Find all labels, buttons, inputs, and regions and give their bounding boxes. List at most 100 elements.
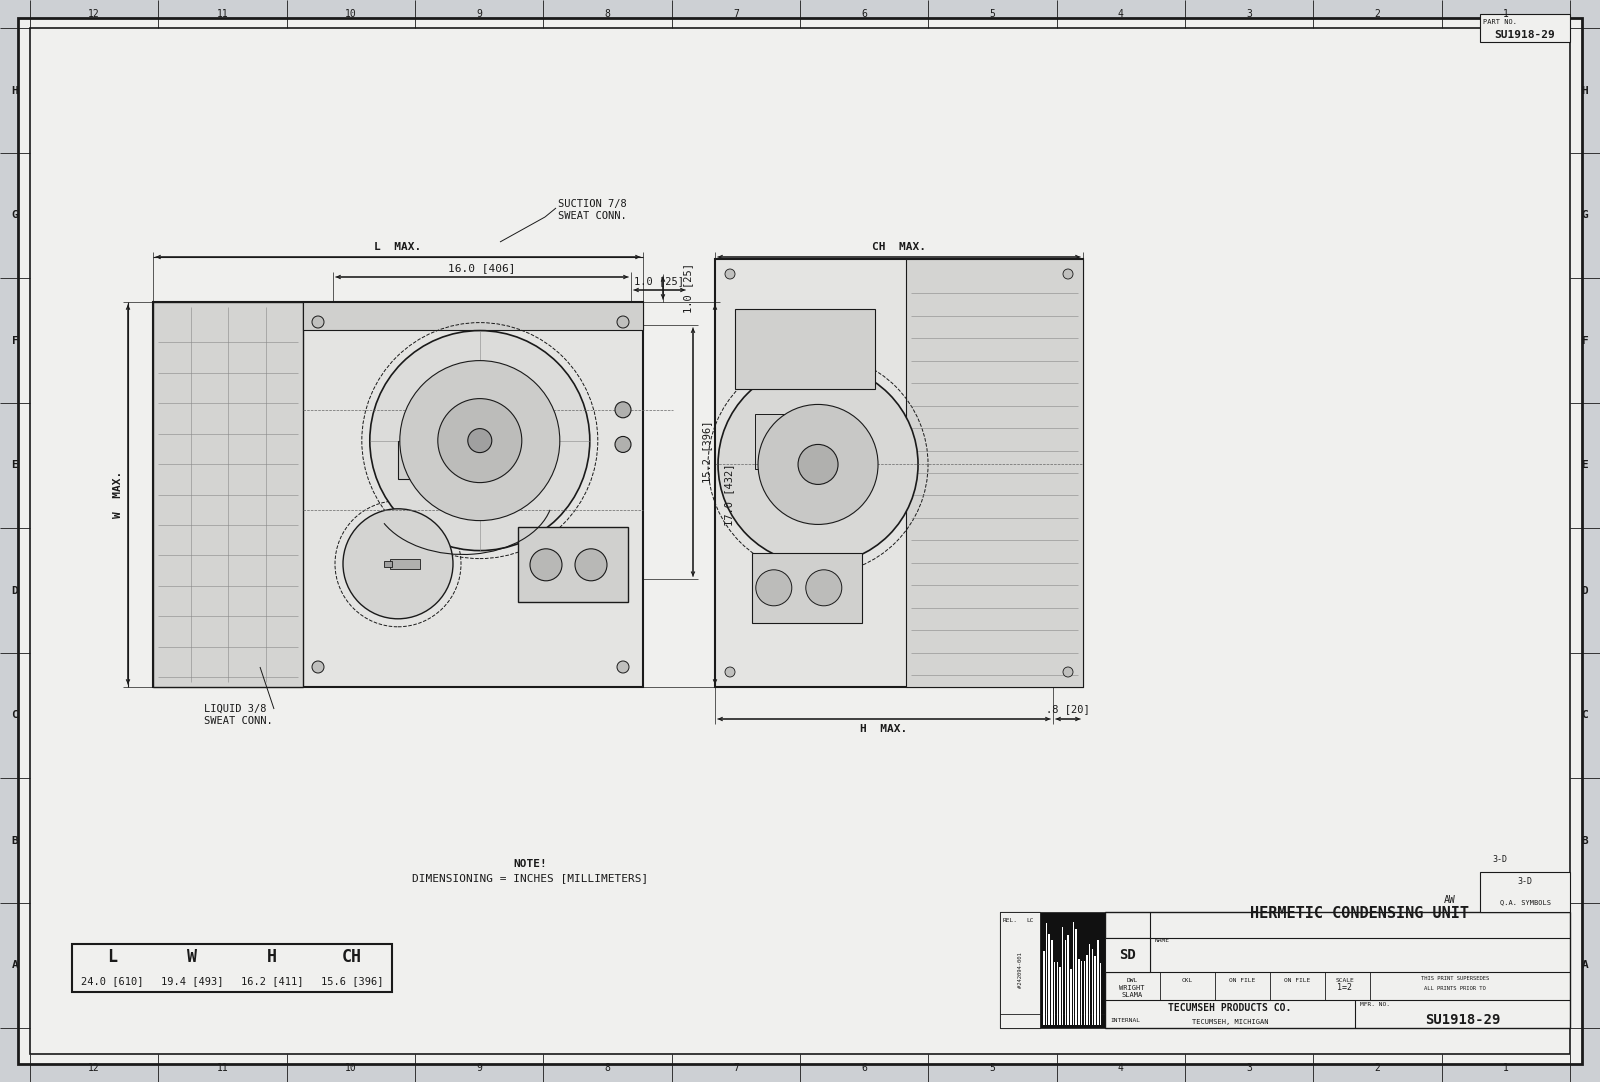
Text: NAME: NAME: [1155, 938, 1170, 944]
Text: H: H: [11, 85, 18, 95]
Text: .8 [20]: .8 [20]: [1046, 704, 1090, 714]
Circle shape: [467, 428, 491, 452]
Text: H: H: [267, 948, 277, 966]
Text: 2: 2: [1374, 1063, 1381, 1073]
Text: W  MAX.: W MAX.: [114, 471, 123, 518]
Text: PART NO.: PART NO.: [1483, 19, 1517, 25]
Text: LC: LC: [1026, 918, 1034, 923]
Text: 11: 11: [216, 9, 229, 19]
Bar: [398, 441, 453, 479]
Text: NOTE!: NOTE!: [514, 859, 547, 869]
Text: 3: 3: [1246, 9, 1253, 19]
Text: ALL PRINTS PRIOR TO: ALL PRINTS PRIOR TO: [1424, 986, 1486, 990]
Text: H: H: [1582, 85, 1589, 95]
Text: 7: 7: [733, 1063, 739, 1073]
Text: 10: 10: [346, 9, 357, 19]
Text: G: G: [11, 211, 18, 221]
Bar: [1106, 912, 1570, 1028]
Bar: [715, 259, 1083, 687]
Text: 1.0 [25]: 1.0 [25]: [683, 263, 693, 313]
Circle shape: [798, 445, 838, 485]
Text: L  MAX.: L MAX.: [374, 242, 422, 252]
Text: H  MAX.: H MAX.: [861, 724, 907, 734]
Text: CH  MAX.: CH MAX.: [872, 242, 926, 252]
Bar: [1106, 938, 1150, 972]
Text: #242094-001: #242094-001: [1018, 952, 1022, 988]
Text: 15.2 [396]: 15.2 [396]: [702, 421, 712, 484]
Text: L: L: [107, 948, 117, 966]
Bar: [384, 560, 392, 567]
Circle shape: [1062, 269, 1074, 279]
Text: 11: 11: [216, 1063, 229, 1073]
Text: 1.0 [25]: 1.0 [25]: [635, 276, 685, 286]
Circle shape: [312, 661, 323, 673]
Bar: [734, 309, 875, 390]
Text: SWEAT CONN.: SWEAT CONN.: [205, 716, 272, 726]
Circle shape: [755, 570, 792, 606]
Text: REL.: REL.: [1003, 918, 1018, 923]
Text: 3-D: 3-D: [1493, 856, 1507, 865]
Text: 12: 12: [88, 9, 101, 19]
Text: TECUMSEH, MICHIGAN: TECUMSEH, MICHIGAN: [1192, 1019, 1269, 1025]
Circle shape: [400, 360, 560, 520]
Circle shape: [725, 269, 734, 279]
Bar: [1000, 912, 1040, 1028]
Bar: [1000, 912, 1040, 1028]
Text: SUCTION 7/8: SUCTION 7/8: [558, 199, 627, 209]
Text: 3-D: 3-D: [1517, 878, 1533, 886]
Text: ON FILE: ON FILE: [1283, 977, 1310, 982]
Text: 9: 9: [477, 1063, 482, 1073]
Text: 9: 9: [477, 9, 482, 19]
Text: CKL: CKL: [1181, 977, 1192, 982]
Text: SD: SD: [1118, 948, 1136, 962]
Text: INTERNAL: INTERNAL: [1110, 1018, 1139, 1024]
Bar: [154, 302, 302, 687]
Text: ON FILE: ON FILE: [1229, 977, 1254, 982]
Circle shape: [618, 316, 629, 328]
Bar: [906, 259, 1083, 687]
Circle shape: [574, 549, 606, 581]
Text: SU1918-29: SU1918-29: [1426, 1013, 1501, 1027]
Text: 4: 4: [1118, 1063, 1123, 1073]
Text: 4: 4: [1118, 9, 1123, 19]
Text: DIMENSIONING = INCHES [MILLIMETERS]: DIMENSIONING = INCHES [MILLIMETERS]: [411, 873, 648, 883]
Circle shape: [312, 316, 323, 328]
Text: F: F: [1582, 335, 1589, 345]
Text: 15.6 [396]: 15.6 [396]: [320, 976, 384, 986]
Text: W: W: [187, 948, 197, 966]
Text: Q.A. SYMBOLS: Q.A. SYMBOLS: [1499, 899, 1550, 905]
Text: AW: AW: [1445, 895, 1456, 905]
Text: 5: 5: [989, 9, 995, 19]
Text: SU1918-29: SU1918-29: [1494, 30, 1555, 40]
Bar: [154, 302, 643, 687]
Text: 16.0 [406]: 16.0 [406]: [448, 263, 515, 273]
Circle shape: [438, 398, 522, 483]
Text: 5: 5: [989, 1063, 995, 1073]
Text: DWL: DWL: [1126, 977, 1138, 982]
Text: 2: 2: [1374, 9, 1381, 19]
Text: A: A: [1582, 961, 1589, 971]
Circle shape: [806, 570, 842, 606]
Text: E: E: [1582, 461, 1589, 471]
Circle shape: [530, 549, 562, 581]
Text: B: B: [11, 835, 18, 845]
Text: 1=2: 1=2: [1338, 984, 1352, 992]
Bar: [752, 553, 862, 623]
Text: 7: 7: [733, 9, 739, 19]
Text: HERMETIC CONDENSING UNIT: HERMETIC CONDENSING UNIT: [1251, 906, 1469, 921]
Circle shape: [342, 509, 453, 619]
Text: 1: 1: [1502, 9, 1509, 19]
Text: TECUMSEH PRODUCTS CO.: TECUMSEH PRODUCTS CO.: [1168, 1003, 1291, 1013]
Text: D: D: [1582, 585, 1589, 595]
Circle shape: [1062, 667, 1074, 677]
Text: G: G: [1582, 211, 1589, 221]
Text: A: A: [11, 961, 18, 971]
Text: 6: 6: [861, 1063, 867, 1073]
Text: MFR. NO.: MFR. NO.: [1360, 1003, 1390, 1007]
Text: B: B: [1582, 835, 1589, 845]
Circle shape: [725, 667, 734, 677]
Bar: [72, 944, 392, 992]
Circle shape: [758, 405, 878, 525]
Text: E: E: [11, 461, 18, 471]
Text: SCALE: SCALE: [1336, 977, 1354, 982]
